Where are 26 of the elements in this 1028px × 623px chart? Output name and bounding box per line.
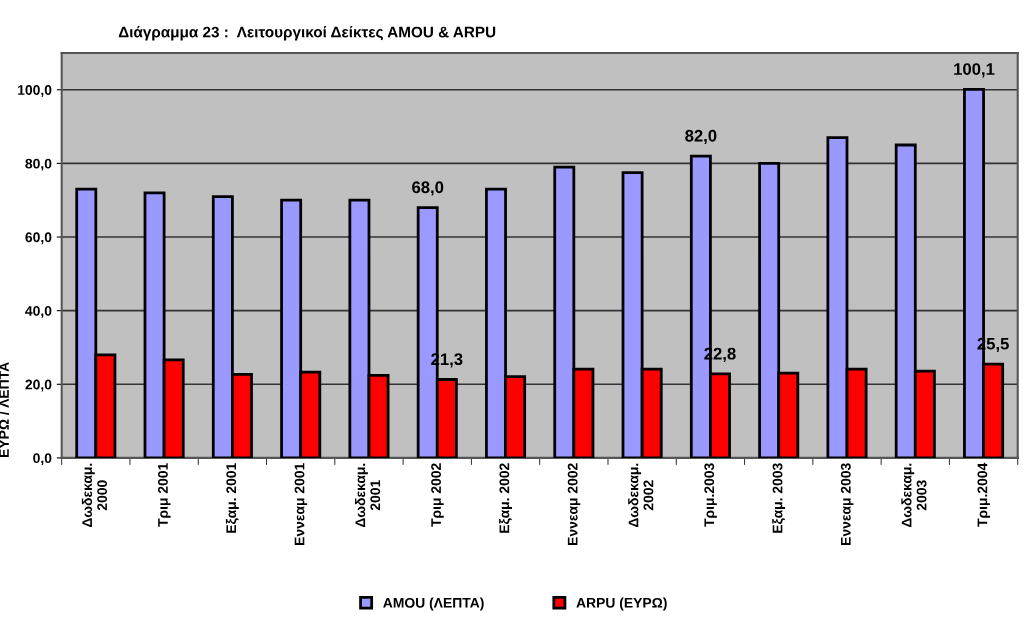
legend-label: ARPU (ΕΥΡΩ) xyxy=(576,597,667,611)
x-tick-label: Τριμ 2001 xyxy=(158,463,171,527)
data-label: 100,1 xyxy=(954,63,995,78)
x-tick-label: Εξαμ. 2002 xyxy=(499,463,512,533)
x-tick-label: Εννεαμ 2001 xyxy=(294,463,308,545)
x-tick-label: Εννεαμ 2002 xyxy=(567,463,581,545)
x-tick-label: Εξαμ. 2001 xyxy=(225,463,239,533)
x-tick-label: Εξαμ. 2003 xyxy=(772,463,786,533)
x-tick-label: Τριμ.2003 xyxy=(704,463,717,527)
x-tick-label: Δωδεκαμ. 2003 xyxy=(901,463,927,528)
y-tick-label: 80,0 xyxy=(25,158,52,171)
y-tick-label: 100,0 xyxy=(18,85,52,97)
x-tick-label: Τριμ 2002 xyxy=(431,463,444,527)
data-label: 68,0 xyxy=(412,181,444,196)
x-tick-label: Δωδεκαμ. 2002 xyxy=(628,463,654,528)
y-tick-label: 20,0 xyxy=(25,379,52,392)
x-tick-label: Εννεαμ 2003 xyxy=(840,463,854,545)
x-tick-label: Δωδεκαμ. 2001 xyxy=(355,463,381,528)
x-tick-label: Τριμ.2004 xyxy=(977,462,991,527)
y-tick-label: 60,0 xyxy=(25,232,52,245)
legend-label: AMOU (ΛΕΠΤΑ) xyxy=(383,597,484,611)
chart-title: Διάγραμμα 23 : Λειτουργικοί Δείκτες AMOU & ARPU xyxy=(118,26,496,41)
data-label: 82,0 xyxy=(685,129,717,145)
y-tick-label: 0,0 xyxy=(33,453,52,466)
y-tick-label: 40,0 xyxy=(25,305,52,318)
x-tick-label: Δωδεκαμ. 2000 xyxy=(81,463,108,528)
